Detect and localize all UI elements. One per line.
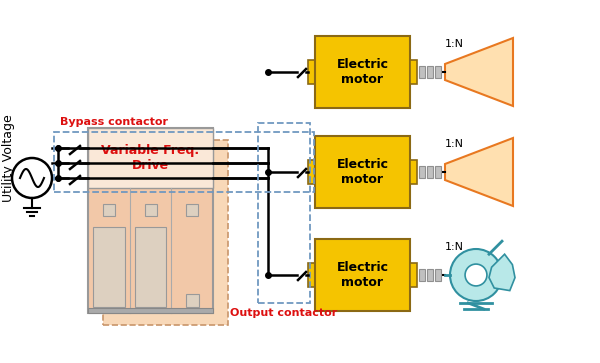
Polygon shape	[489, 254, 515, 291]
Text: Bypass contactor: Bypass contactor	[60, 117, 168, 127]
Bar	[185, 294, 199, 307]
Bar	[435, 166, 441, 178]
Bar	[103, 204, 115, 216]
Polygon shape	[445, 38, 513, 106]
Bar	[427, 166, 433, 178]
Bar	[419, 66, 425, 78]
Bar	[103, 140, 228, 325]
Bar	[54, 132, 314, 192]
Circle shape	[465, 264, 487, 286]
Text: 1:N: 1:N	[445, 242, 464, 252]
Bar	[88, 308, 213, 313]
Text: Electric
motor: Electric motor	[337, 261, 389, 289]
Bar	[186, 204, 198, 216]
Text: 1:N: 1:N	[445, 39, 464, 49]
Bar	[308, 61, 315, 83]
Bar	[145, 204, 157, 216]
Bar	[410, 61, 417, 83]
Bar	[435, 269, 441, 281]
Circle shape	[450, 249, 502, 301]
Bar	[308, 160, 315, 184]
Bar	[410, 264, 417, 286]
Bar	[419, 269, 425, 281]
Text: Output contactor: Output contactor	[230, 308, 338, 318]
Bar	[93, 227, 125, 307]
Bar	[308, 264, 315, 286]
Text: Electric
motor: Electric motor	[337, 58, 389, 86]
Bar	[315, 136, 410, 208]
Bar	[88, 128, 213, 188]
Bar	[427, 66, 433, 78]
Text: Utility Voltage: Utility Voltage	[2, 114, 16, 202]
Bar	[435, 66, 441, 78]
Text: Electric
motor: Electric motor	[337, 158, 389, 186]
Bar	[258, 123, 310, 303]
Bar	[315, 239, 410, 311]
Text: Variable Freq.
Drive: Variable Freq. Drive	[122, 159, 209, 181]
Bar	[134, 227, 166, 307]
Text: Variable Freq.
Drive: Variable Freq. Drive	[101, 144, 200, 172]
Polygon shape	[445, 138, 513, 206]
Bar	[419, 166, 425, 178]
Text: 1:N: 1:N	[445, 139, 464, 149]
Bar	[315, 36, 410, 108]
Bar	[410, 160, 417, 184]
Bar	[427, 269, 433, 281]
Bar	[88, 128, 213, 313]
